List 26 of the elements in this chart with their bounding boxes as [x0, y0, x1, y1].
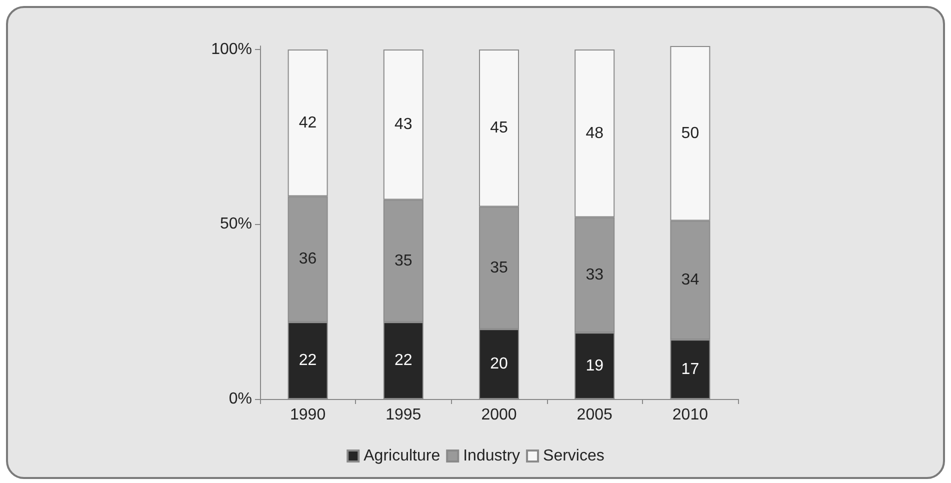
x-tick-label: 2005: [576, 406, 612, 424]
x-tick-label: 1995: [386, 406, 422, 424]
data-label: 33: [586, 266, 604, 284]
data-label: 20: [490, 356, 508, 373]
x-tick-label: 1990: [290, 406, 326, 424]
data-label: 36: [298, 250, 317, 268]
legend-label: Agriculture: [364, 448, 440, 464]
y-tick-label: 50%: [220, 216, 252, 233]
x-tick-label: 2000: [481, 406, 517, 424]
legend-label: Services: [543, 448, 604, 464]
data-label: 34: [681, 272, 700, 289]
x-tick-label: 2010: [672, 406, 708, 424]
data-label: 22: [298, 352, 317, 370]
data-label: 48: [586, 124, 604, 142]
data-label: 45: [490, 120, 508, 137]
y-tick-label: 100%: [211, 40, 252, 58]
data-label: 17: [681, 360, 700, 378]
data-label: 35: [490, 259, 508, 276]
data-label: 43: [394, 116, 412, 134]
data-label: 50: [681, 124, 700, 142]
data-label: 22: [394, 352, 412, 370]
y-tick-label: 0%: [228, 390, 252, 408]
data-label: 19: [586, 357, 604, 374]
data-label: 42: [298, 114, 317, 132]
legend-label: Industry: [463, 448, 520, 464]
data-label: 35: [394, 252, 412, 270]
